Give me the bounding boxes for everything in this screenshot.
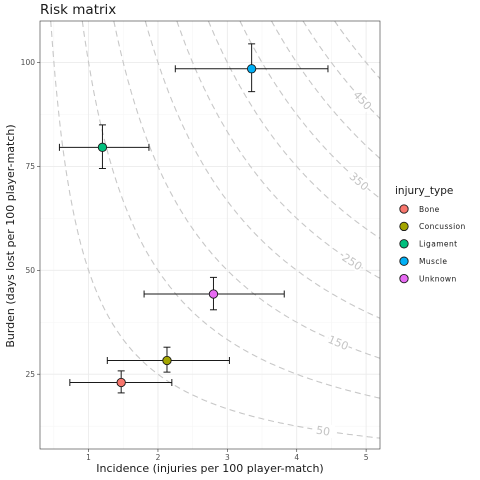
data-point xyxy=(246,64,257,74)
y-tick-label: 100 xyxy=(21,58,36,67)
series-bone xyxy=(69,370,173,394)
series-unknown xyxy=(143,276,285,311)
legend-label-ligament: Ligament xyxy=(419,240,457,249)
contour-line-100 xyxy=(81,21,380,399)
y-axis-title: Burden (days lost per 100 player-match) xyxy=(4,124,17,347)
x-tick-label: 4 xyxy=(294,453,299,462)
data-point xyxy=(208,289,219,299)
x-tick-label: 3 xyxy=(225,453,230,462)
x-tick-label: 1 xyxy=(86,453,91,462)
contour-label-bg xyxy=(311,422,336,439)
legend-key-unknown xyxy=(399,273,409,284)
panel-border xyxy=(39,20,381,450)
contour-line-300 xyxy=(207,21,380,239)
legend-label-concussion: Concussion xyxy=(419,222,466,231)
legend: injury_type Bone Concussion Ligament Muscle… xyxy=(395,185,466,284)
legend-key-muscle xyxy=(399,256,409,266)
contour-label-bg xyxy=(346,168,373,194)
legend-key-concussion xyxy=(399,221,409,232)
legend-title: injury_type xyxy=(395,185,453,197)
y-tick-label: 50 xyxy=(25,266,35,275)
contour-label-bg xyxy=(325,331,352,353)
x-tick-label: 5 xyxy=(364,453,369,462)
contour-label-bg xyxy=(350,87,376,113)
data-point xyxy=(162,355,172,366)
legend-label-muscle: Muscle xyxy=(419,257,447,266)
legend-key-ligament xyxy=(399,239,409,249)
y-tick-label: 25 xyxy=(25,370,35,379)
x-axis-title: Incidence (injuries per 100 player-match… xyxy=(96,462,323,475)
contour-line-50 xyxy=(50,21,380,439)
x-tick-label: 2 xyxy=(156,453,161,462)
data-point xyxy=(97,142,108,152)
data-point xyxy=(116,377,126,388)
contour-line-200 xyxy=(144,21,380,319)
series-muscle xyxy=(174,43,329,93)
series-ligament xyxy=(58,124,150,170)
legend-label-bone: Bone xyxy=(419,205,440,214)
chart-title: Risk matrix xyxy=(40,2,116,18)
legend-label-unknown: Unknown xyxy=(419,274,457,283)
legend-key-bone xyxy=(399,204,409,214)
contour-label-bg xyxy=(339,249,366,273)
series-concussion xyxy=(106,346,230,373)
contour-label: 50 xyxy=(315,424,331,439)
contour-line-450 xyxy=(302,21,380,120)
y-tick-label: 75 xyxy=(25,162,35,171)
